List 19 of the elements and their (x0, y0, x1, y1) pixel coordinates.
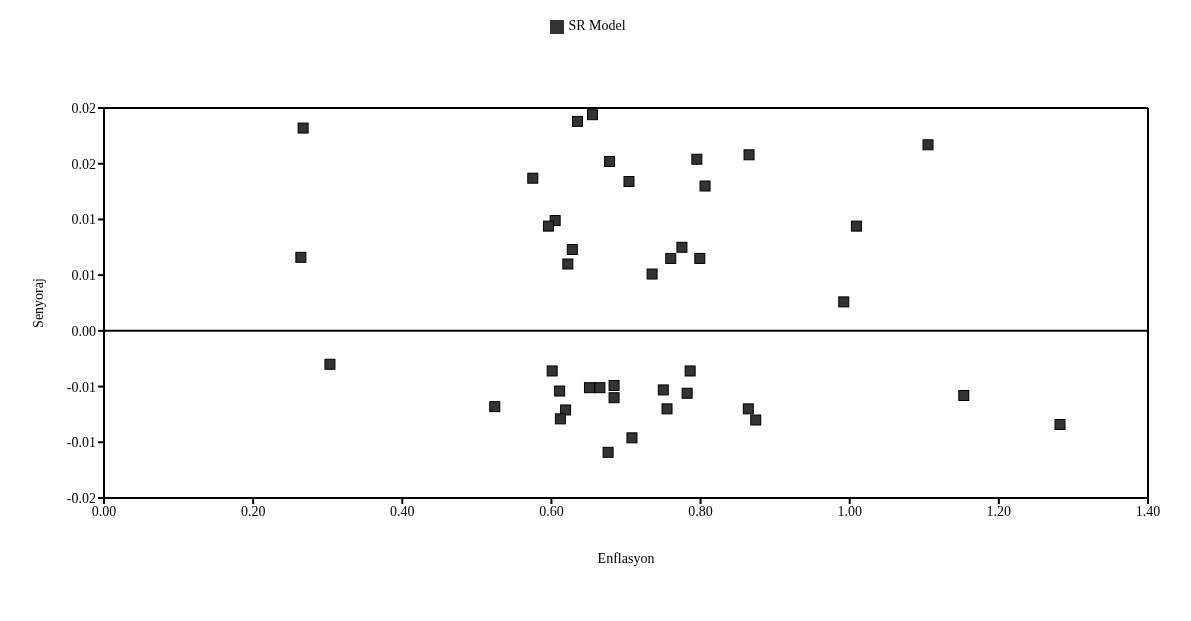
y-tick-label: 0.02 (71, 156, 96, 172)
x-tick-label: 0.20 (240, 503, 266, 519)
y-axis-title: Senyoraj (30, 278, 46, 328)
y-tick-label: -0.02 (66, 490, 96, 506)
x-tick-label: 0.40 (390, 503, 415, 519)
x-tick-label: 1.40 (1135, 503, 1161, 519)
x-tick-label: 0.60 (539, 503, 564, 519)
y-tick-label: 0.00 (71, 323, 96, 339)
x-axis-title: Enflasyon (597, 551, 655, 566)
y-tick-label: 0.01 (71, 212, 96, 228)
y-tick-label: -0.01 (66, 379, 96, 395)
y-tick-label: -0.01 (66, 435, 96, 451)
y-tick-label: 0.02 (71, 100, 96, 116)
x-tick-label: 1.00 (837, 503, 862, 519)
legend-label: SR Model (568, 18, 626, 33)
x-tick-label: 0.80 (688, 503, 713, 519)
x-tick-label: 1.20 (986, 503, 1012, 519)
x-tick-label: 0.00 (91, 503, 117, 519)
y-tick-label: 0.01 (71, 268, 96, 284)
